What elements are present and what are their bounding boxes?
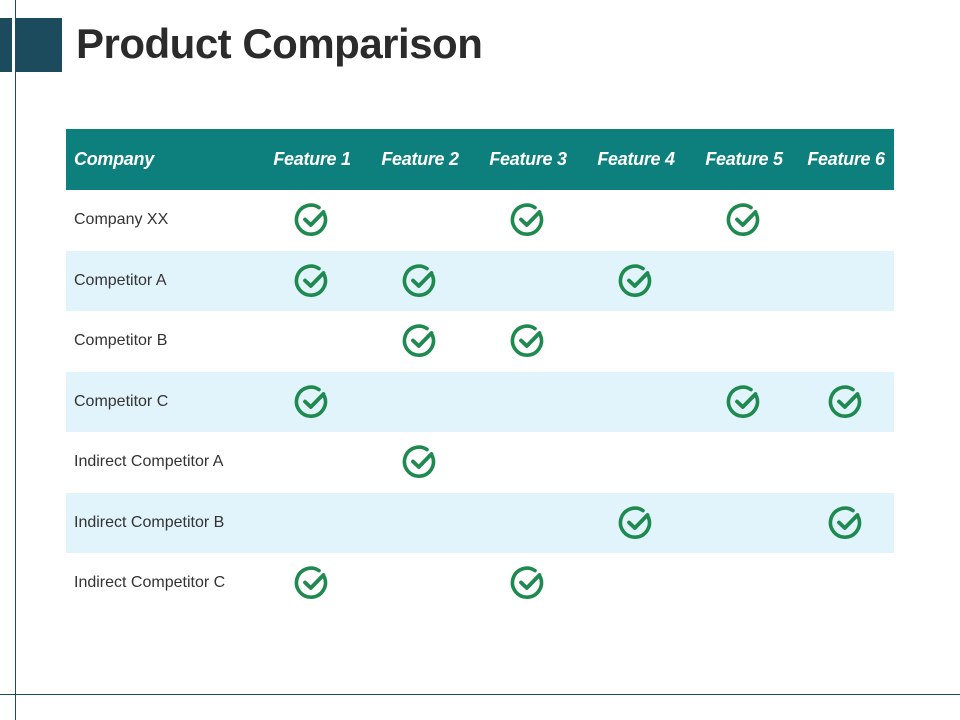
check-circle-icon <box>510 202 546 238</box>
table-row: Indirect Competitor B <box>66 492 894 553</box>
table-row: Competitor A <box>66 250 894 311</box>
check-circle-icon <box>510 565 546 601</box>
title-accent-block <box>0 18 62 72</box>
feature-2-cell <box>366 492 474 553</box>
feature-1-cell <box>258 432 366 493</box>
feature-3-cell <box>474 492 582 553</box>
company-name-cell: Competitor A <box>66 250 258 311</box>
page-title: Product Comparison <box>76 20 483 67</box>
feature-4-cell <box>582 553 690 614</box>
feature-5-cell <box>690 432 798 493</box>
check-circle-icon <box>402 444 438 480</box>
feature-1-cell <box>258 190 366 251</box>
feature-3-cell <box>474 432 582 493</box>
feature-4-cell <box>582 250 690 311</box>
company-name-cell: Company XX <box>74 211 169 229</box>
company-name-cell: Indirect Competitor B <box>66 492 258 553</box>
table-row: Competitor C <box>66 371 894 432</box>
company-name-cell: Competitor C <box>66 371 258 432</box>
check-circle-icon <box>402 263 438 299</box>
header-feature-4: Feature 4 <box>582 129 690 190</box>
table-body: Company XX Competitor A Competitor B Compet… <box>66 190 894 614</box>
feature-3-cell <box>474 311 582 372</box>
check-circle-icon <box>402 323 438 359</box>
feature-4-cell <box>582 492 690 553</box>
table-row: Indirect Competitor C <box>66 553 894 614</box>
feature-2-cell <box>366 311 474 372</box>
feature-5-cell <box>690 492 798 553</box>
feature-1-cell <box>258 250 366 311</box>
table-row: Competitor B <box>66 311 894 372</box>
left-guide-line <box>15 0 16 720</box>
check-circle-icon <box>510 323 546 359</box>
feature-3-cell <box>474 250 582 311</box>
accent-divider <box>12 18 15 72</box>
feature-5-cell <box>690 190 798 251</box>
feature-6-cell <box>798 553 894 614</box>
feature-4-cell <box>582 190 690 251</box>
feature-1-cell <box>258 492 366 553</box>
feature-1-cell <box>258 371 366 432</box>
feature-4-cell <box>582 311 690 372</box>
table-row: Company XX <box>66 190 894 251</box>
feature-5-cell <box>690 250 798 311</box>
comparison-table: Company Feature 1 Feature 2 Feature 3 Fe… <box>66 129 894 614</box>
feature-2-cell <box>366 432 474 493</box>
header-feature-3: Feature 3 <box>474 129 582 190</box>
feature-5-cell <box>690 311 798 372</box>
feature-1-cell <box>258 553 366 614</box>
bottom-guide-line <box>0 694 960 695</box>
header-company: Company <box>66 129 258 190</box>
check-circle-icon <box>828 505 864 541</box>
header-feature-5: Feature 5 <box>690 129 798 190</box>
feature-2-cell <box>366 553 474 614</box>
feature-6-cell <box>798 311 894 372</box>
feature-1-cell <box>258 311 366 372</box>
check-circle-icon <box>294 384 330 420</box>
feature-6-cell <box>798 492 894 553</box>
feature-4-cell <box>582 371 690 432</box>
feature-4-cell <box>582 432 690 493</box>
header-feature-6: Feature 6 <box>798 129 894 190</box>
feature-3-cell <box>474 371 582 432</box>
company-name-cell: Indirect Competitor C <box>74 574 226 592</box>
feature-6-cell <box>798 371 894 432</box>
feature-5-cell <box>690 553 798 614</box>
feature-3-cell <box>474 190 582 251</box>
check-circle-icon <box>618 505 654 541</box>
header-feature-2: Feature 2 <box>366 129 474 190</box>
check-circle-icon <box>726 384 762 420</box>
check-circle-icon <box>294 202 330 238</box>
feature-6-cell <box>798 432 894 493</box>
feature-5-cell <box>690 371 798 432</box>
check-circle-icon <box>618 263 654 299</box>
company-name-cell: Indirect Competitor A <box>74 453 224 471</box>
check-circle-icon <box>294 565 330 601</box>
company-name-cell: Competitor B <box>74 332 168 350</box>
check-circle-icon <box>828 384 864 420</box>
header-feature-1: Feature 1 <box>258 129 366 190</box>
check-circle-icon <box>726 202 762 238</box>
check-circle-icon <box>294 263 330 299</box>
feature-2-cell <box>366 190 474 251</box>
feature-6-cell <box>798 190 894 251</box>
table-row: Indirect Competitor A <box>66 432 894 493</box>
feature-2-cell <box>366 250 474 311</box>
feature-2-cell <box>366 371 474 432</box>
feature-3-cell <box>474 553 582 614</box>
table-header-row: Company Feature 1 Feature 2 Feature 3 Fe… <box>66 129 894 190</box>
feature-6-cell <box>798 250 894 311</box>
